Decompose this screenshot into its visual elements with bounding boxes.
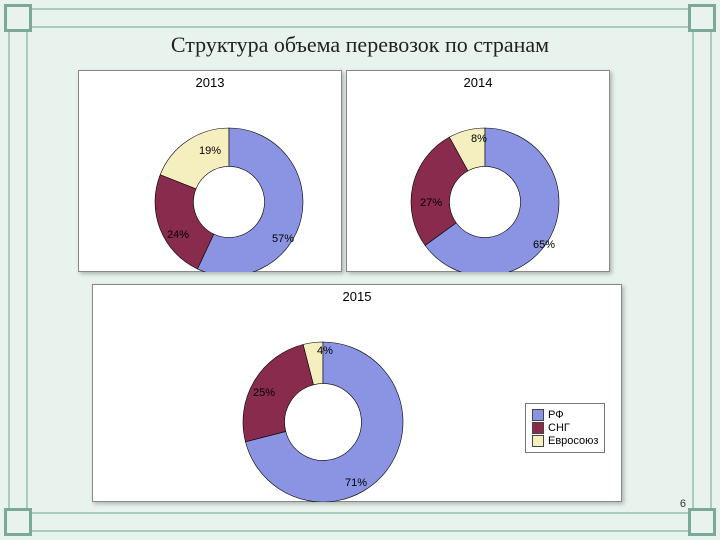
legend-label: РФ: [548, 409, 564, 421]
legend-item: Евросоюз: [532, 435, 598, 447]
slice-label: 24%: [167, 229, 189, 241]
page-number: 6: [680, 498, 686, 510]
slice-label: 65%: [533, 239, 555, 251]
donut-chart: 57% 24% 19%: [79, 90, 341, 272]
slice-label: 71%: [345, 477, 367, 489]
legend-swatch: [532, 422, 544, 434]
donut-chart: 65% 27% 8%: [347, 90, 609, 272]
legend-label: СНГ: [548, 422, 570, 434]
chart-title: 2014: [347, 71, 609, 90]
chart-2013: 2013 57% 24% 19%: [78, 70, 342, 272]
slice-label: 25%: [253, 387, 275, 399]
legend: РФСНГЕвросоюз: [525, 403, 605, 453]
slide: Структура объема перевозок по странам 6 …: [0, 0, 720, 540]
legend-item: РФ: [532, 409, 598, 421]
legend-swatch: [532, 409, 544, 421]
corner-icon: [4, 508, 32, 536]
chart-title: 2013: [79, 71, 341, 90]
legend-item: СНГ: [532, 422, 598, 434]
corner-icon: [4, 4, 32, 32]
legend-swatch: [532, 435, 544, 447]
slice-label: 8%: [471, 133, 487, 145]
corner-icon: [688, 508, 716, 536]
slice-label: 27%: [420, 197, 442, 209]
chart-2014: 2014 65% 27% 8%: [346, 70, 610, 272]
slice-label: 4%: [317, 345, 333, 357]
slice-label: 57%: [272, 233, 294, 245]
corner-icon: [688, 4, 716, 32]
slice-label: 19%: [199, 145, 221, 157]
legend-label: Евросоюз: [548, 435, 598, 447]
chart-2015: 2015 71% 25% 4% РФСНГЕвросоюз: [92, 284, 622, 502]
chart-title: 2015: [93, 285, 621, 304]
page-title: Структура объема перевозок по странам: [0, 32, 720, 58]
